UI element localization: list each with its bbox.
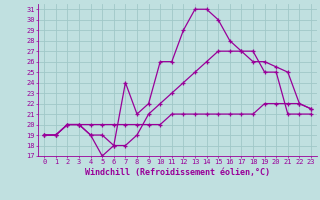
X-axis label: Windchill (Refroidissement éolien,°C): Windchill (Refroidissement éolien,°C) <box>85 168 270 177</box>
